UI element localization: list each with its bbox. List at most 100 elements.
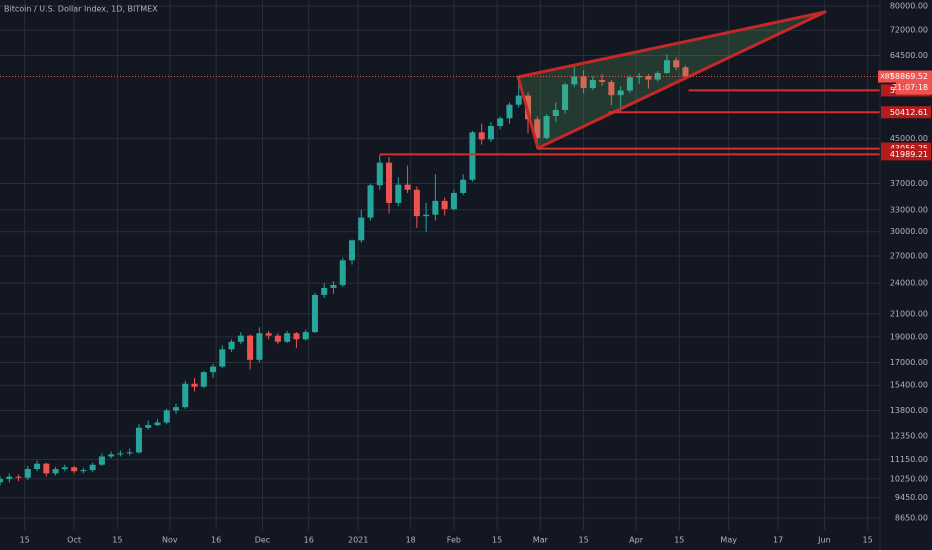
x-tick-label: Jun — [817, 536, 831, 545]
last-price-box — [896, 70, 932, 95]
last-price-label: 58869.52 — [890, 72, 928, 81]
y-tick-label: 12350.00 — [890, 432, 928, 441]
candle-body — [497, 118, 504, 126]
candle-body — [413, 189, 420, 217]
candle-body — [441, 200, 448, 210]
y-tick-label: 19000.00 — [890, 332, 928, 341]
candle-body — [478, 132, 485, 140]
candle-body — [256, 333, 263, 360]
x-tick-label: Dec — [255, 536, 270, 545]
candle-body — [552, 110, 559, 116]
x-tick-label: 15 — [863, 536, 873, 545]
candle-body — [534, 119, 541, 138]
y-tick-label: 15400.00 — [890, 381, 928, 390]
candle-body — [608, 81, 615, 96]
y-tick-label: 9450.00 — [895, 493, 928, 502]
candle-body — [6, 476, 13, 479]
x-tick-label: Feb — [447, 536, 461, 545]
candle-body — [154, 422, 161, 426]
y-tick-label: 80000.00 — [890, 1, 928, 10]
candle-body — [15, 476, 22, 478]
y-tick-label: 11150.00 — [890, 455, 928, 464]
x-tick-label: 15 — [20, 536, 30, 545]
x-tick-label: 15 — [674, 536, 684, 545]
candle-body — [450, 192, 457, 210]
candle-body — [293, 333, 300, 340]
candle-body — [589, 79, 596, 89]
y-tick-label: 27000.00 — [890, 251, 928, 260]
candle-body — [487, 125, 494, 140]
x-tick-label: 2021 — [348, 536, 368, 545]
candle-body — [682, 67, 689, 77]
candle-body — [98, 456, 105, 465]
candle-body — [34, 463, 41, 470]
candle-body — [274, 335, 281, 342]
candle-body — [645, 76, 652, 80]
x-tick-label: May — [720, 536, 737, 545]
grid — [0, 0, 880, 530]
candle-body — [117, 453, 124, 455]
candle-body — [24, 469, 31, 478]
candle-body — [61, 467, 68, 470]
y-tick-label: 30000.00 — [890, 227, 928, 236]
candle-body — [52, 469, 59, 474]
level-label: 41989.21 — [890, 150, 928, 159]
candle-body — [571, 76, 578, 85]
candle-body — [284, 333, 291, 342]
candle-body — [543, 115, 550, 138]
level-label: 50412.61 — [890, 108, 928, 117]
countdown-label: 21:07:18 — [892, 83, 928, 92]
symbol-box — [878, 70, 896, 83]
candle-body — [219, 349, 226, 367]
candle-body — [386, 162, 393, 203]
y-tick-label: 72000.00 — [890, 26, 928, 35]
y-tick-label: 8650.00 — [895, 513, 928, 522]
y-tick-label: 13800.00 — [890, 406, 928, 415]
y-tick-label: 17000.00 — [890, 358, 928, 367]
y-tick-label: 21000.00 — [890, 309, 928, 318]
level-label-box — [881, 106, 931, 119]
candle-body — [423, 214, 430, 217]
x-tick-label: 18 — [406, 536, 416, 545]
candle-body — [302, 332, 309, 340]
candle-body — [145, 425, 152, 428]
y-tick-label: 37000.00 — [890, 179, 928, 188]
candle-body — [0, 478, 4, 483]
candle-body — [182, 383, 189, 408]
candle-body — [663, 60, 670, 73]
y-tick-label: 64500.00 — [890, 51, 928, 60]
candle-body — [191, 383, 198, 387]
candle-body — [247, 335, 254, 360]
candle-body — [89, 464, 96, 471]
candle-body — [580, 76, 587, 89]
candle-body — [311, 294, 318, 333]
candle-body — [265, 333, 272, 336]
candle-body — [163, 410, 170, 423]
candle-body — [515, 95, 522, 105]
y-tick-label: 24000.00 — [890, 279, 928, 288]
candle-body — [460, 179, 467, 193]
candle-body — [432, 200, 439, 215]
candle-body — [237, 335, 244, 342]
candle-body — [200, 372, 207, 387]
chart-title: Bitcoin / U.S. Dollar Index, 1D, BITMEX — [4, 5, 158, 14]
x-tick-label: 15 — [112, 536, 122, 545]
candle-body — [562, 84, 569, 111]
candle-body — [135, 427, 142, 453]
candle-body — [395, 184, 402, 203]
candle-body — [330, 285, 337, 288]
y-tick-label: 45000.00 — [890, 134, 928, 143]
candle-body — [358, 217, 365, 241]
x-tick-label: 16 — [211, 536, 221, 545]
candle-body — [210, 366, 217, 373]
axes: 15 Oct 15 Nov 16 Dec 16 2021 18 Feb 15 Mar 15 Apr 15 Ma… — [20, 0, 932, 550]
candle-body — [172, 407, 180, 411]
candle-body — [626, 77, 633, 91]
candle-body — [339, 260, 346, 286]
x-tick-label: 15 — [578, 536, 588, 545]
x-tick-label: Apr — [629, 536, 644, 545]
candle-body — [108, 454, 115, 457]
x-tick-label: 15 — [492, 536, 502, 545]
